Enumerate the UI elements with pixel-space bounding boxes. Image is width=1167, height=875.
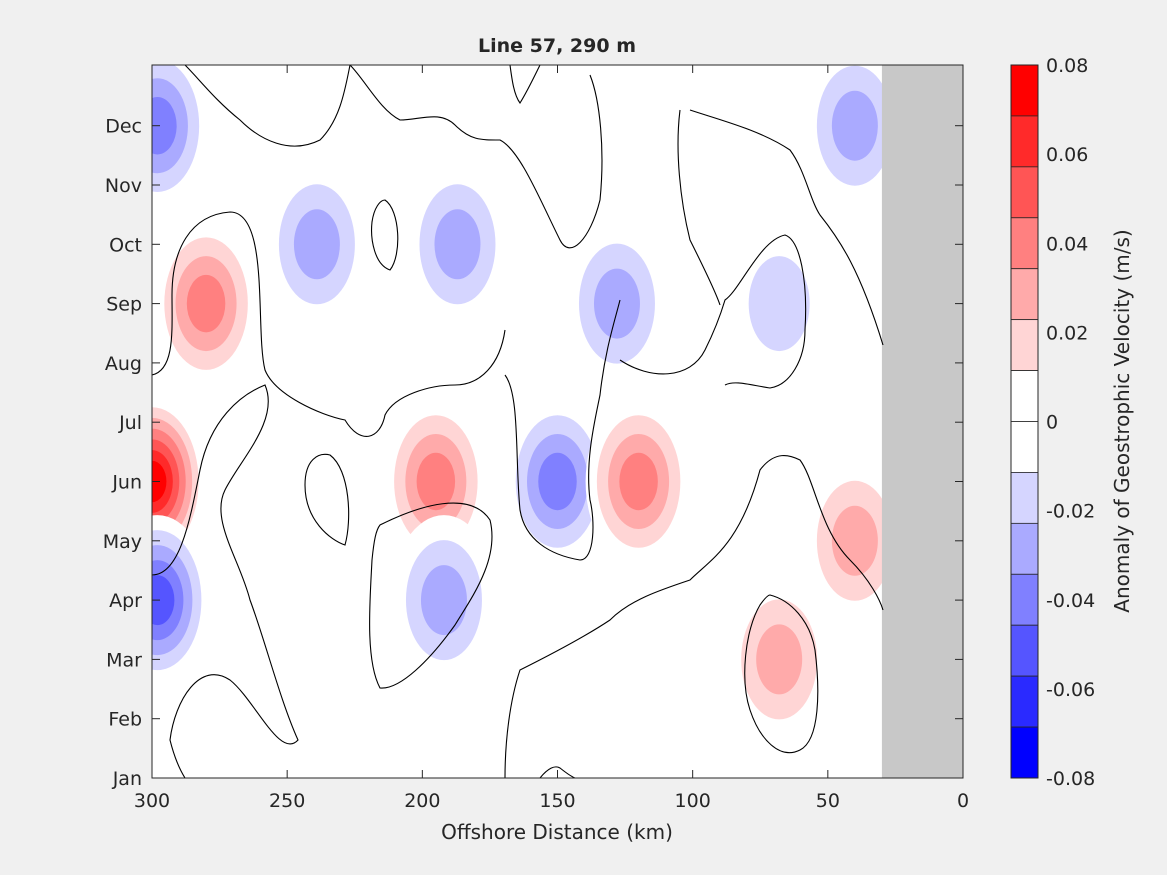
plot-area: 300 250 200 150 100 50 0 Jan Feb Mar Apr May Jun Jul… xyxy=(103,64,969,812)
colorbar-segment xyxy=(1010,624,1039,677)
colorbar-segment xyxy=(1010,421,1039,473)
colorbar: 0.08 0.06 0.04 0.02 0 -0.02 -0.04 -0.06 -0.08 xyxy=(1010,55,1095,790)
anomaly-blob-5-level-3 xyxy=(434,209,481,280)
anomaly-field xyxy=(152,65,908,745)
x-tick-label: 100 xyxy=(675,790,711,812)
colorbar-label: Anomaly of Geostrophic Velocity (m/s) xyxy=(1110,229,1134,612)
colorbar-tick-label: -0.02 xyxy=(1046,501,1095,523)
y-tick-label: Jul xyxy=(118,412,142,434)
x-tick-label: 0 xyxy=(957,790,969,812)
colorbar-tick-label: 0.08 xyxy=(1046,55,1088,77)
y-tick-label: Jan xyxy=(112,768,142,790)
anomaly-blob-4-level-3 xyxy=(293,209,340,280)
x-axis: 300 250 200 150 100 50 0 xyxy=(134,65,969,812)
colorbar-tick-label: 0.04 xyxy=(1046,233,1088,255)
colorbar-segment xyxy=(1010,268,1039,321)
y-tick-label: Oct xyxy=(109,234,142,256)
y-tick-label: May xyxy=(103,531,142,553)
colorbar-frame xyxy=(1010,64,1039,779)
colorbar-tick-label: -0.08 xyxy=(1046,768,1095,790)
x-tick-label: 300 xyxy=(134,790,170,812)
colorbar-tick-label: 0 xyxy=(1046,412,1058,434)
zero-contours xyxy=(152,65,884,778)
anomaly-blob-14-level-2 xyxy=(748,256,810,352)
x-axis-label: Offshore Distance (km) xyxy=(441,820,673,844)
colorbar-segment xyxy=(1010,370,1039,422)
colorbar-segment xyxy=(1010,115,1039,168)
y-tick-label: Mar xyxy=(106,649,142,671)
y-tick-label: Sep xyxy=(106,294,142,316)
x-tick-label: 250 xyxy=(269,790,305,812)
anomaly-blob-1-level-4 xyxy=(186,274,226,333)
y-tick-label: Feb xyxy=(108,709,142,731)
x-tick-label: 50 xyxy=(816,790,840,812)
x-tick-label: 150 xyxy=(539,790,575,812)
anomaly-blob-10-level-3 xyxy=(593,268,640,339)
no-data-region xyxy=(881,65,963,778)
anomaly-blob-6-level-4 xyxy=(416,452,456,511)
y-tick-label: Aug xyxy=(105,353,142,375)
chart-title: Line 57, 290 m xyxy=(478,35,636,57)
anomaly-blob-2-level-4 xyxy=(152,96,177,155)
anomaly-blob-3-level-5 xyxy=(152,575,175,626)
y-tick-label: Dec xyxy=(105,116,142,138)
colorbar-tick-label: 0.06 xyxy=(1046,144,1088,166)
colorbar-segment xyxy=(1010,573,1039,626)
colorbar-tick-label: 0.02 xyxy=(1046,322,1088,344)
x-tick-label: 200 xyxy=(404,790,440,812)
anomaly-blob-9-level-3 xyxy=(420,565,467,636)
anomaly-blob-12-level-3 xyxy=(831,90,878,161)
y-axis: Jan Feb Mar Apr May Jun Jul Aug Sep Oct Nov Dec xyxy=(103,116,963,790)
y-tick-label: Jun xyxy=(111,472,142,494)
colorbar-segment xyxy=(1010,726,1039,779)
colorbar-segment xyxy=(1010,217,1039,270)
colorbar-segment xyxy=(1010,64,1039,117)
colorbar-segment xyxy=(1010,675,1039,728)
y-tick-label: Apr xyxy=(109,590,142,612)
colorbar-segment xyxy=(1010,166,1039,219)
colorbar-segment xyxy=(1010,522,1039,575)
colorbar-tick-label: -0.04 xyxy=(1046,590,1095,612)
colorbar-segment xyxy=(1010,319,1039,371)
colorbar-tick-label: -0.06 xyxy=(1046,679,1095,701)
colorbar-segment xyxy=(1010,472,1039,524)
anomaly-blob-13-level-3 xyxy=(831,505,878,576)
anomaly-blob-11-level-3 xyxy=(756,624,803,695)
anomaly-blob-8-level-4 xyxy=(619,452,658,511)
anomaly-blob-7-level-4 xyxy=(538,452,577,511)
y-tick-label: Nov xyxy=(105,175,142,197)
